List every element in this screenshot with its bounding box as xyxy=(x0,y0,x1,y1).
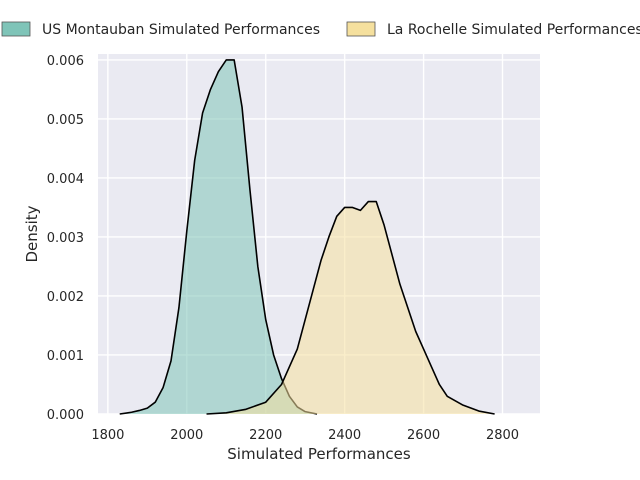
y-tick-label: 0.000 xyxy=(47,408,84,423)
legend-swatch-montauban xyxy=(1,21,31,37)
y-tick-label: 0.002 xyxy=(47,290,84,305)
density-fill-series-1 xyxy=(206,201,495,414)
density-line-series-0 xyxy=(119,59,318,415)
x-axis: 1800 2000 2200 2400 2600 2800 xyxy=(91,428,519,443)
x-axis-label: Simulated Performances xyxy=(227,445,411,463)
legend-swatch-rochelle xyxy=(346,21,376,37)
x-tick-label: 2000 xyxy=(170,428,203,443)
y-tick-label: 0.004 xyxy=(47,172,84,187)
y-tick-label: 0.005 xyxy=(47,113,84,128)
x-tick-label: 2200 xyxy=(249,428,282,443)
x-tick-label: 2400 xyxy=(328,428,361,443)
density-line-series-1 xyxy=(206,200,495,415)
y-tick-label: 0.003 xyxy=(47,231,84,246)
legend-label-montauban: US Montauban Simulated Performances xyxy=(42,22,320,38)
y-tick-label: 0.006 xyxy=(47,54,84,69)
y-tick-label: 0.001 xyxy=(47,349,84,364)
x-tick-label: 2800 xyxy=(486,428,519,443)
density-areas xyxy=(119,59,495,415)
legend: US Montauban Simulated Performances La R… xyxy=(1,21,640,38)
y-axis: 0.000 0.001 0.002 0.003 0.004 0.005 0.006 xyxy=(47,54,84,423)
density-fill-series-0 xyxy=(119,59,318,414)
y-axis-label: Density xyxy=(23,205,41,262)
x-tick-label: 2600 xyxy=(407,428,440,443)
x-tick-label: 1800 xyxy=(91,428,124,443)
legend-label-rochelle: La Rochelle Simulated Performances xyxy=(387,22,640,38)
